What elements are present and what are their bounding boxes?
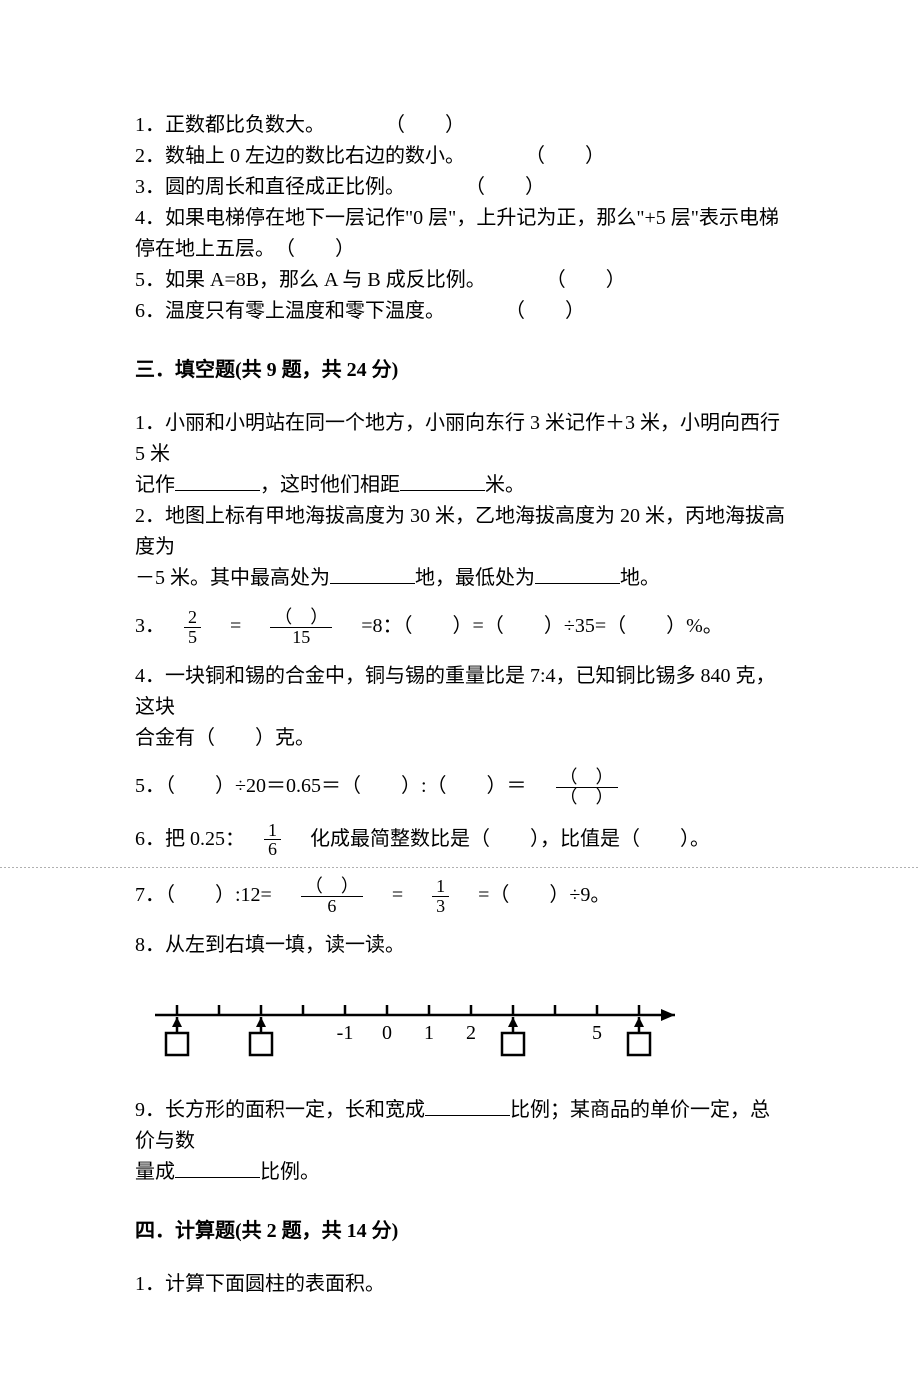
svg-text:0: 0 [382,1022,392,1044]
frac-den: 5 [184,628,201,647]
tf-q1: 1．正数都比负数大。 （ ） [135,110,785,141]
blank-input[interactable] [175,1157,260,1178]
svg-text:2: 2 [466,1022,476,1044]
fb-q2-line2-a: －5 米。其中最高处为 [135,567,330,589]
fb-q3-eq1: = [210,615,261,637]
frac-den: 15 [270,628,332,647]
svg-text:1: 1 [424,1022,434,1044]
fb-q6-a: 6．把 0.25： [135,828,255,850]
tf-q3: 3．圆的周长和直径成正比例。 （ ） [135,172,785,203]
svg-text:-1: -1 [337,1022,354,1044]
frac-num[interactable]: （ ） [556,768,618,788]
calc-q1: 1．计算下面圆柱的表面积。 [135,1269,785,1300]
divider-line [135,867,785,869]
fb-q8: 8．从左到右填一填，读一读。 [135,930,785,961]
frac-num[interactable]: （ ） [270,608,332,628]
fb-q2-line2: －5 米。其中最高处为 地，最低处为 地。 [135,563,785,594]
fraction-blank-6: （ ） 6 [301,877,363,916]
frac-num[interactable]: （ ） [301,877,363,897]
fb-q1-line2-c: 米。 [485,474,525,496]
fb-q6: 6．把 0.25： 1 6 化成最简整数比是（ ），比值是（ ）。 [135,821,785,860]
blank-input[interactable] [175,470,260,491]
fraction-2-5: 2 5 [184,608,201,647]
number-line-figure: -1 0 1 2 5 [135,975,785,1075]
fb-q7-b: =（ ）÷9。 [458,884,610,906]
fb-q3-eq2: =8：（ ）=（ ）÷35=（ ）%。 [341,615,722,637]
fb-q1-line2-a: 记作 [135,474,175,496]
fb-q9-line1: 9．长方形的面积一定，长和宽成比例；某商品的单价一定，总价与数 [135,1095,785,1157]
fb-q4-line2: 合金有（ ）克。 [135,723,785,754]
fb-q1-line2-b: ，这时他们相距 [260,474,400,496]
tf-q6: 6．温度只有零上温度和零下温度。 （ ） [135,296,785,327]
blank-input[interactable] [535,563,620,584]
frac-den: 6 [301,897,363,916]
fb-q9-line2-b: 比例。 [260,1161,320,1183]
blank-input[interactable] [400,470,485,491]
fb-q7: 7．（ ）:12= （ ） 6 = 1 3 =（ ）÷9。 [135,877,785,916]
tf-q4-line1: 4．如果电梯停在地下一层记作"0 层"，上升记为正，那么"+5 层"表示电梯 [135,203,785,234]
fb-q5-a: 5．（ ）÷20＝0.65＝（ ）:（ ）＝ [135,775,547,797]
fb-q1-line2: 记作 ，这时他们相距 米。 [135,470,785,501]
blank-input[interactable] [330,563,415,584]
frac-den: 3 [432,897,449,916]
number-line-svg: -1 0 1 2 5 [135,975,695,1075]
fb-q2-line1: 2．地图上标有甲地海拔高度为 30 米，乙地海拔高度为 20 米，丙地海拔高度为 [135,501,785,563]
section-4-title: 四．计算题(共 2 题，共 14 分) [135,1216,785,1247]
fb-q6-b: 化成最简整数比是（ ），比值是（ ）。 [290,828,710,850]
fb-q7-eq1: = [372,884,423,906]
fb-q1-line1: 1．小丽和小明站在同一个地方，小丽向东行 3 米记作＋3 米，小明向西行 5 米 [135,408,785,470]
fb-q7-a: 7．（ ）:12= [135,884,292,906]
fb-q9-line2-a: 量成 [135,1161,175,1183]
tf-q4-line2: 停在地上五层。 （ ） [135,234,785,265]
blank-input[interactable] [425,1095,510,1116]
tf-q5: 5．如果 A=8B，那么 A 与 B 成反比例。 （ ） [135,265,785,296]
frac-den[interactable]: （ ） [556,788,618,807]
fb-q9-line2: 量成 比例。 [135,1157,785,1188]
fraction-blank-blank[interactable]: （ ） （ ） [556,768,618,807]
frac-num: 2 [184,608,201,628]
section-3-title: 三．填空题(共 9 题，共 24 分) [135,355,785,386]
tf-q2: 2．数轴上 0 左边的数比右边的数小。 （ ） [135,141,785,172]
fb-q4-line1: 4．一块铜和锡的合金中，铜与锡的重量比是 7:4，已知铜比锡多 840 克，这块 [135,661,785,723]
fb-q9-line1-a: 9．长方形的面积一定，长和宽成 [135,1099,425,1121]
frac-den: 6 [264,840,281,859]
fb-q3-a: 3． [135,615,175,637]
fb-q3: 3． 2 5 = （ ） 15 =8：（ ）=（ ）÷35=（ ）%。 [135,608,785,647]
svg-text:5: 5 [592,1022,602,1044]
fb-q2-line2-c: 地。 [620,567,660,589]
fb-q2-line2-b: 地，最低处为 [415,567,535,589]
fb-q5: 5．（ ）÷20＝0.65＝（ ）:（ ）＝ （ ） （ ） [135,768,785,807]
frac-num: 1 [432,877,449,897]
fraction-blank-15: （ ） 15 [270,608,332,647]
fraction-1-3: 1 3 [432,877,449,916]
fraction-1-6: 1 6 [264,821,281,860]
frac-num: 1 [264,821,281,841]
